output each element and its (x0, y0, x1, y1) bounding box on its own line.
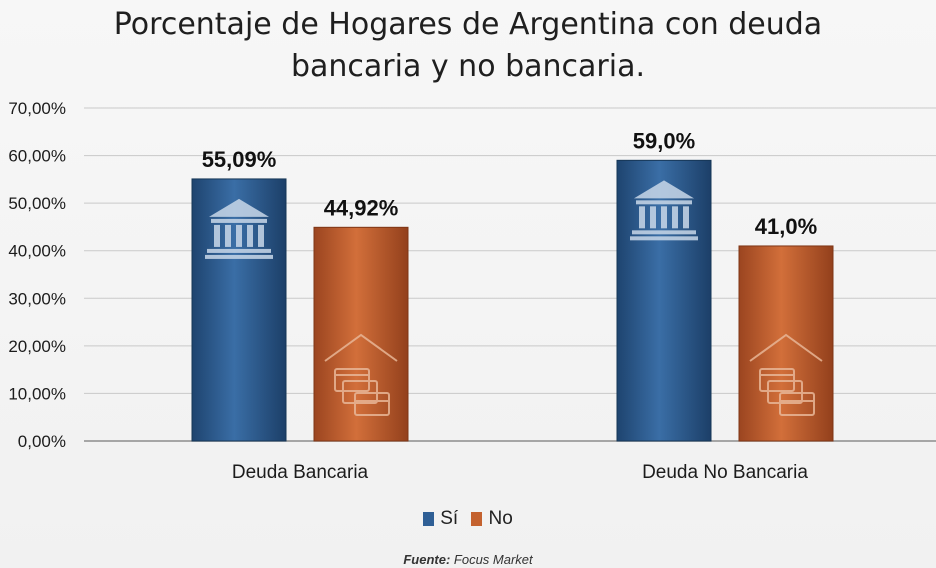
bar-si-deuda-bancaria (191, 178, 287, 442)
y-tick-label: 10,00% (8, 384, 66, 403)
data-label: 59,0% (633, 128, 695, 153)
y-tick-label: 40,00% (8, 242, 66, 261)
bank-icon (630, 180, 698, 241)
data-label: 41,0% (755, 214, 817, 239)
chart-title-line-1: Porcentaje de Hogares de Argentina con d… (113, 7, 823, 42)
bank-icon (205, 198, 273, 259)
y-tick-label: 60,00% (8, 147, 66, 166)
bar-chart: 0,00% 10,00% 20,00% 30,00% 40,00% 50,00% 60,00… (8, 99, 936, 483)
legend-item-si: Sí (423, 508, 458, 530)
legend-swatch-no (471, 512, 483, 526)
cards-house-icon (324, 333, 398, 416)
x-category-label: Deuda No Bancaria (642, 462, 808, 483)
y-tick-label: 50,00% (8, 194, 66, 213)
legend-swatch-si (423, 512, 435, 526)
legend-label-si: Sí (440, 508, 459, 529)
y-tick-label: 20,00% (8, 337, 66, 356)
y-tick-label: 30,00% (8, 289, 66, 308)
data-label: 55,09% (202, 147, 277, 172)
source-note: Fuente: Focus Market (0, 552, 936, 567)
cards-house-icon (749, 333, 823, 416)
legend: Sí No (0, 508, 936, 532)
source-label: Fuente: (403, 552, 451, 567)
chart-title: Porcentaje de Hogares de Argentina con d… (0, 4, 936, 88)
y-tick-label: 0,00% (18, 432, 66, 451)
chart-title-line-2: bancaria y no bancaria. (290, 49, 645, 84)
data-label: 44,92% (324, 195, 399, 220)
y-tick-label: 70,00% (8, 99, 66, 118)
bar-no-deuda-no-bancaria (738, 245, 834, 442)
legend-label-no: No (488, 508, 513, 529)
legend-item-no: No (471, 508, 513, 530)
source-value: Focus Market (453, 552, 533, 567)
x-category-label: Deuda Bancaria (232, 462, 369, 483)
